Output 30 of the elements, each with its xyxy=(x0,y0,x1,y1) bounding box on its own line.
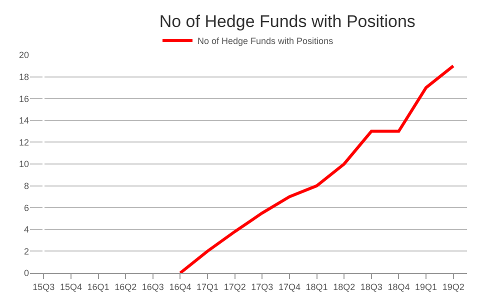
y-tick-label: 16 xyxy=(18,94,29,104)
x-tick-label: 19Q1 xyxy=(415,282,438,292)
x-tick-label: 18Q4 xyxy=(388,282,410,292)
x-tick-label: 16Q4 xyxy=(169,282,192,292)
x-tick-label: 15Q4 xyxy=(60,282,82,292)
y-tick-label: 6 xyxy=(24,202,29,213)
x-tick-label: 18Q1 xyxy=(306,282,328,292)
x-tick-label: 18Q3 xyxy=(360,282,382,292)
x-tick-label: 19Q2 xyxy=(442,282,464,292)
y-tick-label: 18 xyxy=(18,72,29,82)
y-tick-label: 12 xyxy=(18,137,29,148)
y-tick-label: 10 xyxy=(18,159,29,170)
x-tick-label: 17Q4 xyxy=(278,282,300,292)
y-tick-label: 8 xyxy=(24,180,29,191)
x-tick-label: 16Q1 xyxy=(87,282,110,292)
x-tick-label: 16Q2 xyxy=(114,282,137,292)
y-tick-label: 4 xyxy=(24,224,29,235)
y-tick-label: 14 xyxy=(18,116,29,126)
chart-title: No of Hedge Funds with Positions xyxy=(159,12,416,32)
legend-label: No of Hedge Funds with Positions xyxy=(198,36,334,46)
x-tick-label: 16Q3 xyxy=(142,282,164,292)
x-tick-label: 17Q1 xyxy=(196,282,219,292)
x-tick-label: 18Q2 xyxy=(333,282,356,292)
y-tick-label: 2 xyxy=(24,246,29,256)
x-tick-label: 15Q3 xyxy=(32,282,55,292)
y-tick-label: 20 xyxy=(18,50,29,60)
x-tick-label: 17Q2 xyxy=(224,282,246,292)
x-tick-label: 17Q3 xyxy=(251,282,274,292)
line-series xyxy=(178,64,455,273)
y-tick-label: 0 xyxy=(24,268,29,278)
